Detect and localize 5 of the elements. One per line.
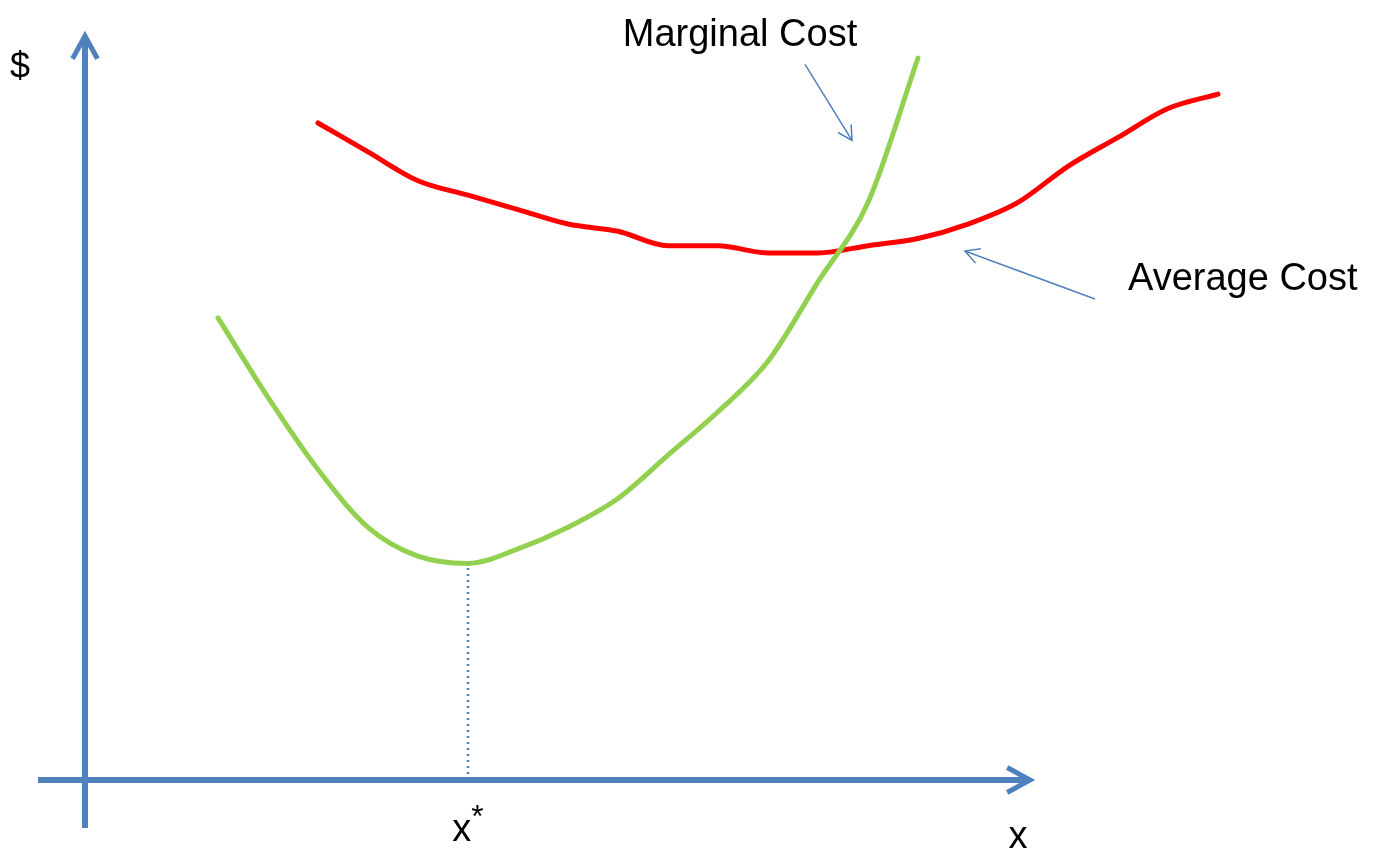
y-axis-title: $ bbox=[10, 45, 31, 86]
text: x$^{*}$ bbox=[452, 798, 484, 849]
x-axis-title: x bbox=[1008, 814, 1028, 856]
text: Average Cost bbox=[1128, 256, 1358, 299]
series-label: Marginal Cost bbox=[622, 12, 858, 54]
